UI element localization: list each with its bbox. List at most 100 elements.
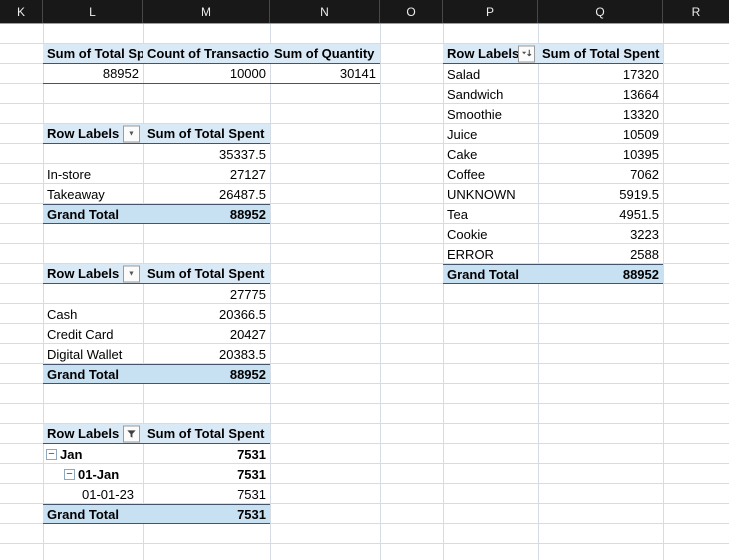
column-header-o[interactable]: O — [380, 0, 443, 23]
sort-descending-icon[interactable] — [518, 45, 535, 62]
summary-header-transactions[interactable]: Count of Transactio — [147, 46, 270, 61]
item-label[interactable]: Sandwich — [447, 86, 504, 102]
item-label[interactable]: Salad — [447, 66, 481, 82]
date-group-month[interactable]: − Jan — [43, 444, 143, 464]
payment-value[interactable]: 20427 — [229, 326, 266, 342]
item-label[interactable]: Cookie — [447, 226, 488, 242]
grand-total-label[interactable]: Grand Total — [47, 366, 119, 382]
row-labels-header: Row Labels ▼ — [43, 264, 143, 283]
payment-value[interactable]: 20383.5 — [219, 346, 266, 362]
filter-dropdown-icon[interactable]: ▼ — [123, 125, 140, 142]
location-value[interactable]: 35337.5 — [219, 146, 266, 162]
grand-total-row: Grand Total 7531 — [43, 504, 270, 524]
location-label[interactable] — [43, 144, 143, 164]
table-row: Cake 10395 — [443, 144, 663, 164]
column-header-k[interactable]: K — [0, 0, 43, 23]
column-header-bar: K L M N O P Q R — [0, 0, 729, 24]
payment-label[interactable]: Credit Card — [47, 326, 114, 342]
location-label[interactable]: In-store — [47, 166, 92, 182]
item-value[interactable]: 7062 — [630, 166, 659, 182]
summary-value-transactions[interactable]: 10000 — [229, 66, 266, 81]
day-value[interactable]: 7531 — [237, 466, 266, 482]
pivot-header-row: Row Labels Sum of Total Spent — [43, 424, 270, 444]
summary-value-quantity[interactable]: 30141 — [339, 66, 376, 81]
location-value[interactable]: 26487.5 — [219, 186, 266, 202]
item-label[interactable]: Smoothie — [447, 106, 502, 122]
row-labels-text: Row Labels — [47, 426, 120, 441]
summary-header-total-spent[interactable]: Sum of Total Sp — [47, 46, 143, 61]
item-label[interactable]: UNKNOWN — [447, 186, 516, 202]
grand-total-value[interactable]: 88952 — [622, 266, 659, 282]
table-row: UNKNOWN 5919.5 — [443, 184, 663, 204]
filter-dropdown-icon[interactable]: ▼ — [123, 265, 140, 282]
date-group-day[interactable]: − 01-Jan — [43, 464, 143, 484]
payment-label[interactable]: Cash — [47, 306, 78, 322]
row-labels-text: Row Labels — [447, 46, 520, 61]
item-value[interactable]: 13664 — [622, 86, 659, 102]
grand-total-value[interactable]: 7531 — [237, 506, 266, 522]
item-label[interactable]: Juice — [447, 126, 478, 142]
date-detail[interactable]: 01-01-23 — [82, 486, 135, 502]
table-row: Takeaway 26487.5 — [43, 184, 270, 204]
grand-total-label[interactable]: Grand Total — [47, 506, 119, 522]
gridline-col-m — [270, 24, 271, 560]
sum-header[interactable]: Sum of Total Spent — [147, 126, 265, 141]
sum-header[interactable]: Sum of Total Spent — [147, 266, 265, 281]
payment-value[interactable]: 20366.5 — [219, 306, 266, 322]
filter-applied-icon[interactable] — [123, 425, 140, 442]
table-row: 35337.5 — [43, 144, 270, 164]
grand-total-label[interactable]: Grand Total — [447, 266, 519, 282]
gridline-col-o — [443, 24, 444, 560]
grand-total-row: Grand Total 88952 — [43, 364, 270, 384]
collapse-icon[interactable]: − — [46, 448, 57, 460]
table-row: Cash 20366.5 — [43, 304, 270, 324]
column-header-q[interactable]: Q — [538, 0, 663, 23]
column-header-l[interactable]: L — [43, 0, 143, 23]
date-detail-value[interactable]: 7531 — [237, 486, 266, 502]
gridline-col-k — [43, 24, 44, 560]
payment-label[interactable]: Digital Wallet — [47, 346, 123, 362]
location-value[interactable]: 27127 — [229, 166, 266, 182]
item-value[interactable]: 5919.5 — [619, 186, 659, 202]
collapse-icon[interactable]: − — [64, 468, 75, 480]
item-value[interactable]: 2588 — [630, 246, 659, 262]
grand-total-label[interactable]: Grand Total — [47, 206, 119, 222]
sum-header[interactable]: Sum of Total Spent — [147, 426, 265, 441]
item-value[interactable]: 3223 — [630, 226, 659, 242]
grand-total-row: Grand Total 88952 — [443, 264, 663, 284]
column-header-n[interactable]: N — [270, 0, 380, 23]
column-header-r[interactable]: R — [691, 4, 701, 19]
item-label[interactable]: Tea — [447, 206, 468, 222]
summary-value-total-spent[interactable]: 88952 — [102, 66, 139, 81]
day-label: 01-Jan — [78, 466, 120, 482]
pivot-table-location: Row Labels ▼ Sum of Total Spent 35337.5 … — [43, 124, 270, 224]
item-value[interactable]: 13320 — [622, 106, 659, 122]
column-header-m[interactable]: M — [143, 0, 270, 23]
table-row: Salad 17320 — [443, 64, 663, 84]
grand-total-value[interactable]: 88952 — [229, 366, 266, 382]
gridline-col-p — [538, 24, 539, 560]
item-value[interactable]: 4951.5 — [619, 206, 659, 222]
item-label[interactable]: Coffee — [447, 166, 486, 182]
location-label[interactable]: Takeaway — [47, 186, 105, 202]
grand-total-value[interactable]: 88952 — [229, 206, 266, 222]
summary-header-quantity[interactable]: Sum of Quantity — [274, 46, 375, 61]
column-header-p[interactable]: P — [443, 0, 538, 23]
item-value[interactable]: 10395 — [622, 146, 659, 162]
table-row: 27775 — [43, 284, 270, 304]
row-labels-header: Row Labels ▼ — [43, 124, 143, 143]
pivot-header-row: Row Labels ▼ Sum of Total Spent — [43, 264, 270, 284]
payment-value[interactable]: 27775 — [229, 286, 266, 302]
item-label[interactable]: ERROR — [447, 246, 494, 262]
gridline-col-l — [143, 24, 144, 560]
month-value[interactable]: 7531 — [237, 446, 266, 462]
item-value[interactable]: 10509 — [622, 126, 659, 142]
grand-total-row: Grand Total 88952 — [43, 204, 270, 224]
row-labels-header: Row Labels — [443, 44, 538, 63]
row-labels-text: Row Labels — [47, 126, 120, 141]
payment-label[interactable] — [43, 284, 143, 304]
item-value[interactable]: 17320 — [622, 66, 659, 82]
item-label[interactable]: Cake — [447, 146, 478, 162]
sum-header[interactable]: Sum of Total Spent — [542, 46, 660, 61]
summary-header-row: Sum of Total Sp Count of Transactio Sum … — [43, 44, 380, 64]
